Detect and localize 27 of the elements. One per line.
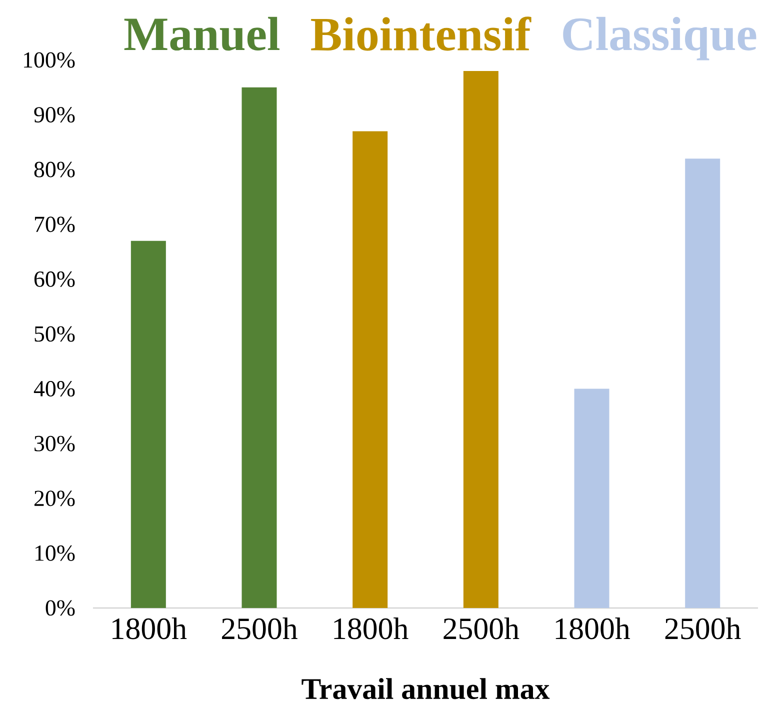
y-tick-label: 10%: [35, 545, 75, 561]
y-tick-label: 60%: [34, 271, 75, 287]
y-tick-label: 100%: [24, 52, 75, 68]
bar: [463, 70, 498, 608]
bar: [574, 388, 610, 608]
y-tick-label: 80%: [34, 162, 75, 178]
x-tick-label: 2500h: [444, 618, 520, 640]
text: Classique: [563, 16, 756, 60]
x-tick-label: 1800h: [556, 618, 630, 640]
series-label: Manuel: [124, 16, 280, 51]
bar: [242, 87, 277, 608]
bar: [352, 131, 388, 608]
x-tick-label: 2500h: [222, 618, 298, 640]
bar: [685, 158, 720, 608]
x-tick-label: 1800h: [334, 618, 408, 640]
y-tick-label: 50%: [34, 326, 75, 342]
bar: [130, 240, 166, 608]
y-tick-label: 90%: [34, 107, 75, 123]
y-tick-label: 40%: [34, 381, 75, 397]
y-tick-label: 30%: [34, 436, 75, 452]
series-label: Biointensif: [311, 16, 532, 51]
x-axis-title: Travail annuel max: [302, 678, 550, 700]
y-tick-label: 20%: [34, 490, 75, 506]
x-tick-label: 1800h: [112, 618, 187, 640]
y-tick-label: 70%: [34, 216, 75, 232]
x-tick-label: 2500h: [665, 618, 741, 640]
y-tick-label: 0%: [46, 600, 75, 616]
